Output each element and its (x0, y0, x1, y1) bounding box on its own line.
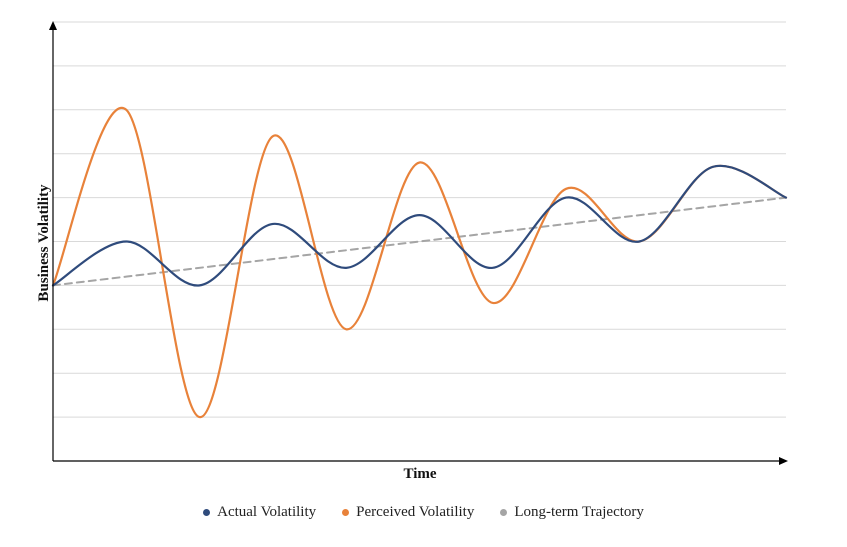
legend-item-perceived-volatility: Perceived Volatility (342, 504, 474, 521)
gridlines (53, 21, 786, 418)
legend-item-actual-volatility: Actual Volatility (203, 504, 316, 521)
legend-marker-icon (342, 508, 350, 516)
legend: Actual Volatility Perceived Volatility L… (0, 500, 847, 524)
legend-label: Actual Volatility (217, 503, 317, 520)
x-axis-label: Time (403, 466, 436, 482)
legend-label: Perceived Volatility (356, 503, 475, 520)
y-axis-label: Business Volatility (36, 184, 52, 302)
legend-marker-icon (203, 508, 211, 516)
series-line-actual-volatility (51, 164, 788, 287)
series-line-long-term-trajectory (52, 196, 787, 287)
series-lines (51, 106, 788, 419)
series-line-perceived-volatility (51, 106, 788, 419)
y-axis-arrow-icon (49, 21, 57, 30)
legend-marker-icon (500, 508, 508, 516)
legend-label: Long-term Trajectory (514, 503, 644, 520)
axes (49, 21, 788, 465)
legend-item-long-term-trajectory: Long-term Trajectory (500, 504, 644, 521)
x-axis-arrow-icon (779, 457, 788, 465)
